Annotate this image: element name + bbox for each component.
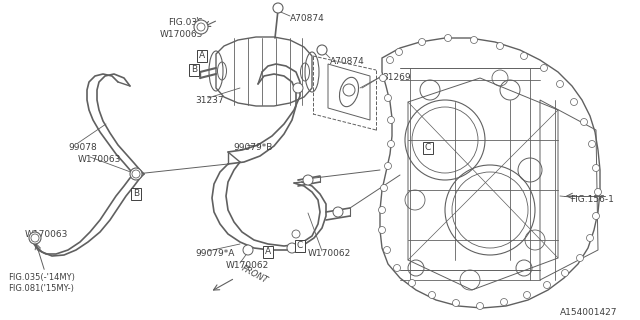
Text: W170062: W170062 [226, 261, 269, 270]
Circle shape [292, 230, 300, 238]
Text: FIG.035(-'14MY): FIG.035(-'14MY) [8, 273, 75, 282]
Circle shape [570, 99, 577, 106]
Text: A: A [265, 247, 271, 257]
Circle shape [380, 75, 387, 82]
Circle shape [577, 254, 584, 261]
Circle shape [593, 212, 600, 220]
Circle shape [29, 232, 41, 244]
Circle shape [595, 188, 602, 196]
Text: 99078: 99078 [68, 143, 97, 152]
Text: 99079*A: 99079*A [195, 249, 234, 258]
Text: B: B [191, 66, 197, 75]
Text: A70874: A70874 [330, 57, 365, 66]
Circle shape [194, 20, 208, 34]
Circle shape [543, 282, 550, 289]
Circle shape [303, 175, 313, 185]
Circle shape [520, 52, 527, 60]
Text: A: A [199, 52, 205, 60]
Circle shape [524, 292, 531, 299]
Circle shape [273, 3, 283, 13]
Circle shape [452, 300, 460, 307]
Circle shape [445, 35, 451, 42]
Text: 31269: 31269 [382, 73, 411, 82]
Circle shape [383, 246, 390, 253]
Circle shape [470, 36, 477, 44]
Text: W170063: W170063 [160, 30, 204, 39]
Text: A154001427: A154001427 [560, 308, 618, 317]
Text: W170062: W170062 [308, 249, 351, 258]
Circle shape [419, 38, 426, 45]
Circle shape [130, 168, 142, 180]
Circle shape [561, 269, 568, 276]
Text: FRONT: FRONT [240, 264, 269, 286]
Circle shape [317, 45, 327, 55]
Circle shape [378, 206, 385, 213]
Circle shape [541, 65, 547, 71]
Text: B: B [133, 189, 139, 198]
Text: FIG.036: FIG.036 [168, 18, 203, 27]
Circle shape [394, 265, 401, 271]
Circle shape [477, 302, 483, 309]
Circle shape [429, 292, 435, 299]
Circle shape [293, 83, 303, 93]
Circle shape [500, 299, 508, 306]
Text: W170063: W170063 [78, 155, 122, 164]
Circle shape [589, 140, 595, 148]
Circle shape [387, 57, 394, 63]
Circle shape [385, 94, 392, 101]
Text: FIG.081('15MY-): FIG.081('15MY-) [8, 284, 74, 293]
Text: C: C [297, 242, 303, 251]
Circle shape [593, 164, 600, 172]
Circle shape [381, 185, 387, 191]
Text: W170063: W170063 [25, 230, 68, 239]
Circle shape [243, 245, 253, 255]
Text: C: C [425, 143, 431, 153]
Text: 31237: 31237 [195, 96, 223, 105]
Circle shape [396, 49, 403, 55]
Circle shape [333, 207, 343, 217]
Text: A70874: A70874 [290, 14, 324, 23]
Circle shape [408, 279, 415, 286]
Circle shape [385, 163, 392, 170]
Circle shape [580, 118, 588, 125]
Circle shape [557, 81, 563, 87]
Circle shape [387, 140, 394, 148]
Circle shape [387, 116, 394, 124]
Circle shape [497, 43, 504, 50]
Text: FIG.156-1: FIG.156-1 [570, 195, 614, 204]
Text: 99079*B: 99079*B [233, 143, 273, 152]
Circle shape [586, 235, 593, 242]
Circle shape [378, 227, 385, 234]
Circle shape [287, 243, 297, 253]
